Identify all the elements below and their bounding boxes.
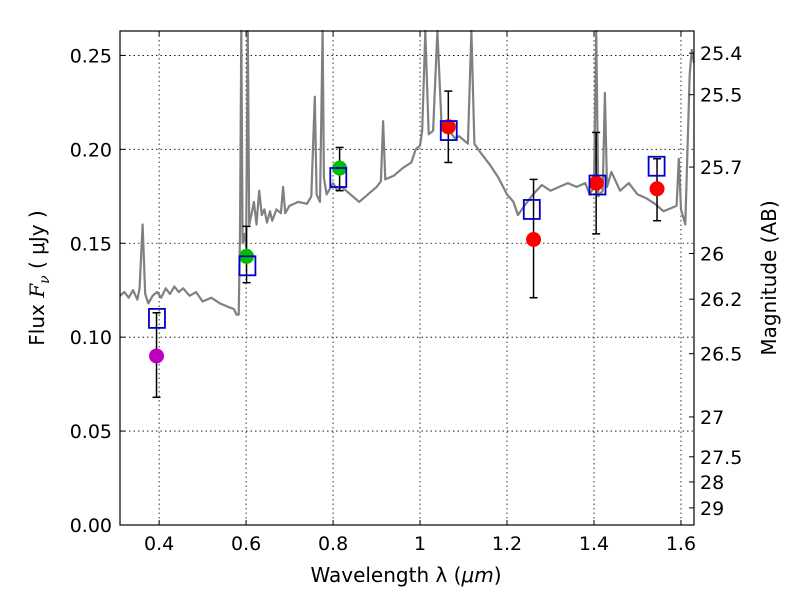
axis-ticks: 0.4 0.6 0.8 1 1.2 1.4 1.6 0.00 0.05 0.10 0.15 0.20 0… xyxy=(70,31,742,555)
plot-frame xyxy=(119,30,695,526)
observed-point xyxy=(149,348,165,364)
observed-points-layer xyxy=(149,119,665,364)
y-tick-label: 0.15 xyxy=(70,233,112,255)
model-point xyxy=(588,174,607,196)
observed-point xyxy=(440,119,456,135)
x-tick-label: 1.6 xyxy=(666,533,696,555)
observed-point xyxy=(649,181,665,197)
mag-tick-label: 29 xyxy=(700,498,724,520)
model-point xyxy=(439,120,458,141)
model-point xyxy=(238,255,257,277)
mag-tick-label: 27 xyxy=(700,407,724,429)
error-bars-layer xyxy=(152,90,662,399)
spectrum-line xyxy=(119,29,696,316)
y-tick-label: 0.05 xyxy=(70,421,112,443)
model-point xyxy=(148,307,166,329)
observed-point xyxy=(526,231,542,247)
x-tick-label: 0.6 xyxy=(231,533,261,555)
y-tick-label: 0.00 xyxy=(70,515,112,537)
model-spectrum-layer xyxy=(119,29,696,316)
mag-tick-label: 28 xyxy=(700,472,724,494)
mag-tick-label: 25.7 xyxy=(700,157,742,179)
y-tick-label: 0.10 xyxy=(70,327,112,349)
observed-point xyxy=(588,175,604,191)
y-tick-label: 0.20 xyxy=(70,139,112,161)
mag-tick-label: 25.4 xyxy=(700,43,742,65)
grid-lines xyxy=(120,31,694,526)
mag-tick-label: 25.5 xyxy=(700,85,742,107)
x-tick-label: 1.4 xyxy=(579,533,609,555)
mag-tick-label: 26.2 xyxy=(700,289,742,311)
y2-axis-title: Magnitude (AB) xyxy=(757,200,781,355)
model-point xyxy=(647,155,666,177)
model-point xyxy=(522,199,541,220)
y-tick-label: 0.25 xyxy=(70,45,112,67)
mag-tick-label: 26.5 xyxy=(700,344,742,366)
mag-tick-label: 27.5 xyxy=(700,447,742,469)
x-tick-label: 1.2 xyxy=(492,533,522,555)
mag-tick-label: 26 xyxy=(700,243,724,265)
x-tick-label: 1 xyxy=(414,533,426,555)
y-axis-title: Flux Fν ( μJy ) xyxy=(25,210,53,345)
model-point xyxy=(329,167,348,188)
x-axis-title: Wavelength λ (μm) xyxy=(310,563,501,587)
x-tick-label: 0.4 xyxy=(144,533,174,555)
x-tick-label: 0.8 xyxy=(318,533,348,555)
model-points-layer xyxy=(148,120,666,329)
